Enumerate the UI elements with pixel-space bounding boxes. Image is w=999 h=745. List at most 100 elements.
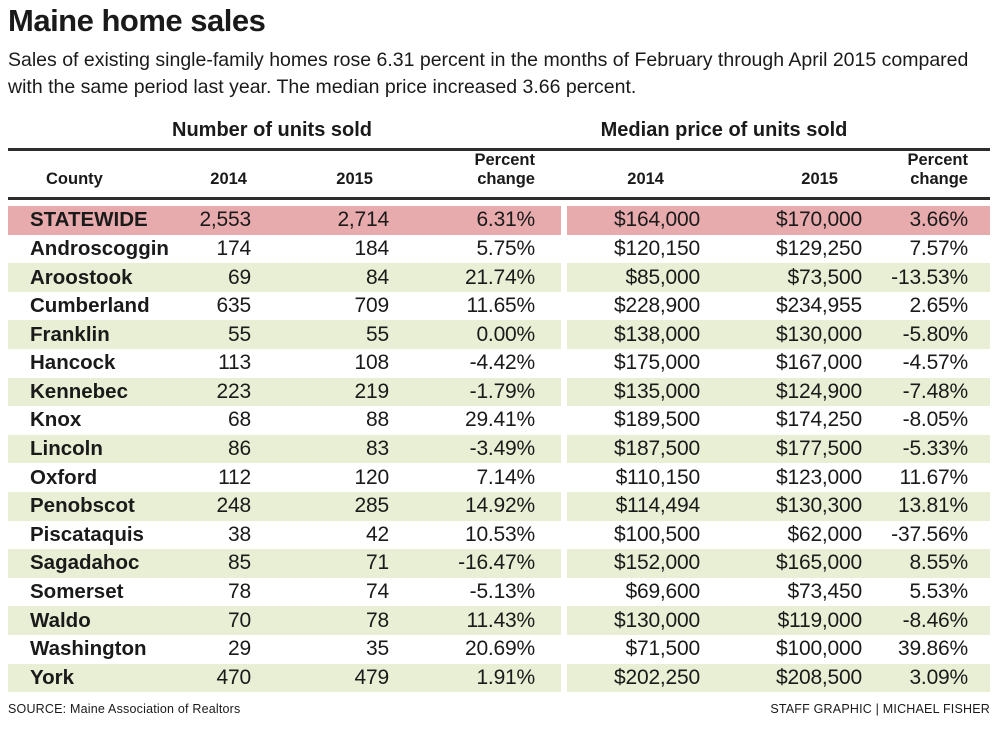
units-percent-change-cell: 21.74% — [393, 263, 561, 292]
units-2014-cell: 174 — [216, 236, 252, 260]
table-row: Androscoggin 174 184 5.75% $120,150 $129… — [8, 234, 990, 264]
units-2014-cell: 68 — [228, 408, 251, 432]
units-percent-change-cell: 1.91% — [393, 663, 561, 693]
price-percent-change-cell: -5.80% — [866, 320, 990, 349]
price-percent-change-cell: 2.65% — [909, 294, 968, 318]
price-percent-change-cell: -4.57% — [902, 351, 969, 375]
price-percent-change-cell: -7.48% — [866, 377, 990, 407]
staff-credit: STAFF GRAPHIC | MICHAEL FISHER — [770, 702, 990, 717]
table-row: Cumberland 635 709 11.65% $228,900 $234,… — [8, 291, 990, 321]
units-percent-change-cell: 7.14% — [476, 465, 535, 489]
price-2015-cell: $130,000 — [704, 320, 866, 349]
units-percent-change-cell: 6.31% — [393, 206, 561, 235]
price-2015-cell: $234,955 — [776, 294, 862, 318]
county-cell: Piscataquis — [30, 522, 144, 546]
price-2014-cell: $130,000 — [561, 606, 704, 635]
table-row: Franklin 55 55 0.00% $138,000 $130,000 -… — [8, 320, 990, 349]
price-percent-change-cell: 13.81% — [866, 491, 990, 521]
price-2015-cell: $62,000 — [787, 522, 862, 546]
col-header-units-percent-change: Percent change — [393, 151, 561, 201]
units-percent-change-cell: 5.75% — [476, 236, 535, 260]
table-row: Aroostook 69 84 21.74% $85,000 $73,500 -… — [8, 263, 990, 292]
table-row: Piscataquis 38 42 10.53% $100,500 $62,00… — [8, 520, 990, 550]
price-2014-cell: $228,900 — [561, 291, 704, 321]
price-percent-change-cell: -37.56% — [891, 522, 968, 546]
price-percent-change-cell: 3.09% — [866, 663, 990, 693]
units-2014-cell: 55 — [186, 320, 255, 349]
county-cell: Knox — [30, 408, 82, 432]
price-2014-cell: $135,000 — [561, 377, 704, 407]
units-2014-cell: 78 — [228, 580, 251, 604]
price-2015-cell: $73,500 — [704, 263, 866, 292]
units-percent-change-cell: -5.13% — [469, 580, 536, 604]
county-cell: Franklin — [8, 320, 186, 349]
price-2014-cell: $120,150 — [561, 234, 704, 264]
price-2014-cell: $175,000 — [561, 349, 704, 378]
table-row: Knox 68 88 29.41% $189,500 $174,250 -8.0… — [8, 406, 990, 435]
price-2014-cell: $114,494 — [561, 491, 704, 521]
table-row: Waldo 70 78 11.43% $130,000 $119,000 -8.… — [8, 606, 990, 635]
units-2014-cell: 248 — [186, 491, 255, 521]
column-header-row: County 2014 2015 Percent change 2014 201… — [8, 151, 990, 201]
price-2015-cell: $174,250 — [776, 408, 862, 432]
units-2015-cell: 78 — [255, 606, 393, 635]
units-2015-cell: 83 — [255, 434, 393, 464]
top-rule — [8, 148, 990, 152]
price-percent-change-cell: 5.53% — [909, 580, 968, 604]
units-2015-cell: 84 — [255, 263, 393, 292]
price-2014-cell: $71,500 — [561, 634, 704, 664]
county-cell: Kennebec — [8, 377, 186, 407]
home-sales-table: County 2014 2015 Percent change 2014 201… — [8, 151, 990, 693]
units-percent-change-cell: -1.79% — [393, 377, 561, 407]
units-2015-cell: 108 — [354, 351, 390, 375]
subtitle: Sales of existing single-family homes ro… — [8, 49, 969, 99]
price-percent-change-cell: -8.46% — [866, 606, 990, 635]
county-cell: Hancock — [30, 351, 116, 375]
units-2015-cell: 219 — [255, 377, 393, 407]
units-2015-cell: 55 — [255, 320, 393, 349]
units-2014-cell: 70 — [186, 606, 255, 635]
units-percent-change-cell: 14.92% — [393, 491, 561, 521]
county-cell: Penobscot — [8, 491, 186, 521]
units-2014-cell: 69 — [186, 263, 255, 292]
page-title: Maine home sales — [8, 3, 266, 38]
group-header-units-sold: Number of units sold — [172, 119, 372, 142]
units-percent-change-cell: -3.49% — [393, 434, 561, 464]
price-2015-cell: $73,450 — [787, 580, 862, 604]
table-row: York 470 479 1.91% $202,250 $208,500 3.0… — [8, 663, 990, 693]
county-cell: York — [8, 663, 186, 693]
units-2015-cell: 120 — [354, 465, 390, 489]
county-cell: Somerset — [30, 580, 124, 604]
price-2014-cell: $85,000 — [561, 263, 704, 292]
county-cell: Androscoggin — [30, 236, 169, 260]
col-header-price-percent-change: Percent change — [866, 151, 990, 201]
price-2015-cell: $123,000 — [776, 465, 862, 489]
price-2015-cell: $177,500 — [704, 434, 866, 464]
county-cell: Washington — [30, 637, 147, 661]
units-2015-cell: 2,714 — [255, 206, 393, 235]
col-header-units-2014: 2014 — [186, 151, 255, 201]
price-2015-cell: $119,000 — [704, 606, 866, 635]
units-2014-cell: 112 — [218, 465, 251, 489]
price-percent-change-cell: 11.67% — [899, 465, 969, 489]
units-2015-cell: 74 — [366, 580, 389, 604]
price-2014-cell: $69,600 — [561, 577, 704, 607]
table-row: Sagadahoc 85 71 -16.47% $152,000 $165,00… — [8, 549, 990, 578]
table-row: Somerset 78 74 -5.13% $69,600 $73,450 5.… — [8, 577, 990, 607]
units-percent-change-cell: 10.53% — [464, 522, 535, 546]
table-row: Oxford 112 120 7.14% $110,150 $123,000 1… — [8, 463, 990, 492]
column-group-header-row: Number of units sold Median price of uni… — [0, 111, 999, 144]
price-2015-cell: $124,900 — [704, 377, 866, 407]
units-2015-cell: 479 — [255, 663, 393, 693]
units-2015-cell: 42 — [366, 522, 389, 546]
county-cell: Waldo — [8, 606, 186, 635]
price-2015-cell: $167,000 — [776, 351, 862, 375]
table-header: County 2014 2015 Percent change 2014 201… — [8, 151, 990, 201]
table-row: STATEWIDE 2,553 2,714 6.31% $164,000 $17… — [8, 206, 990, 235]
county-cell: Cumberland — [30, 294, 150, 318]
source-credit: SOURCE: Maine Association of Realtors — [8, 702, 241, 717]
price-percent-change-cell: -8.05% — [902, 408, 969, 432]
units-2014-cell: 113 — [218, 351, 251, 375]
table-row: Hancock 113 108 -4.42% $175,000 $167,000… — [8, 349, 990, 378]
county-cell: Oxford — [30, 465, 98, 489]
